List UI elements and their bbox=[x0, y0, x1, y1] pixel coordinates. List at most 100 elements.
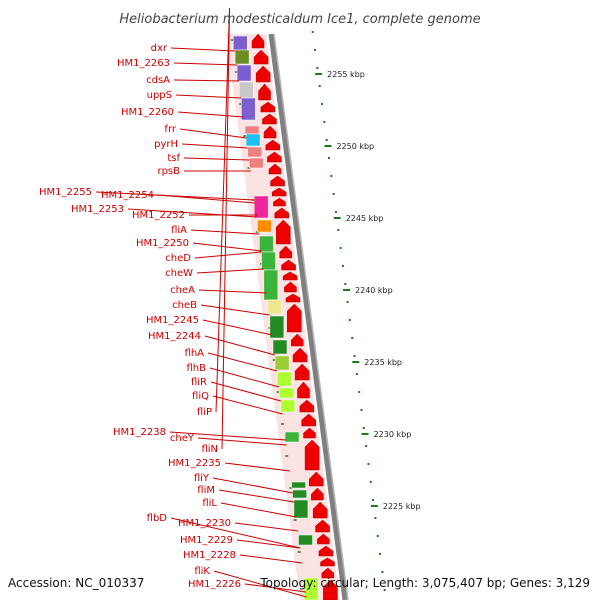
gene-label: cheA bbox=[170, 285, 195, 296]
gene-label: HM1_2228 bbox=[183, 550, 236, 561]
cog-color-box bbox=[291, 481, 306, 489]
gene-label: fliL bbox=[202, 498, 217, 509]
cog-color-box bbox=[233, 35, 248, 51]
gene-arrow bbox=[294, 363, 310, 381]
gene-label: flhA bbox=[185, 348, 205, 359]
cog-color-box bbox=[269, 315, 285, 339]
gene-arrow bbox=[258, 83, 271, 101]
gene-arrow bbox=[301, 413, 316, 427]
cog-color-box bbox=[234, 49, 250, 65]
label-leader-line bbox=[177, 111, 244, 118]
label-leader-line bbox=[202, 319, 273, 336]
gene-arrow bbox=[265, 139, 281, 151]
label-leader-line bbox=[183, 157, 250, 161]
gene-label: flbD bbox=[147, 513, 168, 524]
label-leader-line bbox=[173, 62, 238, 66]
gene-label: cheD bbox=[165, 253, 191, 264]
cog-color-box bbox=[239, 81, 254, 99]
cog-color-box bbox=[257, 219, 272, 233]
label-leader-line bbox=[204, 335, 276, 356]
label-leader-line bbox=[220, 502, 297, 518]
label-leader-line bbox=[127, 208, 257, 218]
gene-label: HM1_2229 bbox=[180, 535, 233, 546]
cog-color-box bbox=[247, 146, 263, 158]
gene-label: fliQ bbox=[192, 391, 209, 402]
gene-arrow bbox=[299, 399, 315, 413]
gene-arrow bbox=[274, 207, 289, 219]
gene-arrow-layer bbox=[251, 33, 338, 600]
scale-tick-label: 2250 kbp bbox=[336, 142, 374, 151]
scale-tick-label: 2225 kbp bbox=[383, 502, 421, 511]
gene-arrow bbox=[253, 49, 269, 65]
gene-arrow bbox=[270, 175, 285, 187]
label-leader-line bbox=[244, 583, 306, 593]
gene-label: HM1_2253 bbox=[71, 204, 124, 215]
label-leader-line bbox=[197, 437, 287, 446]
cog-color-box bbox=[276, 371, 292, 387]
gene-label: HM1_2263 bbox=[117, 58, 170, 69]
gene-arrow bbox=[292, 347, 308, 363]
gene-arrow bbox=[320, 557, 335, 567]
scale-tick-label: 2245 kbp bbox=[346, 214, 384, 223]
label-leader-line bbox=[198, 289, 267, 294]
gene-arrow bbox=[287, 303, 302, 333]
label-leader-line bbox=[224, 462, 291, 472]
gene-label: HM1_2250 bbox=[136, 238, 189, 249]
gene-label: tsf bbox=[167, 153, 180, 164]
gene-label: HM1_2230 bbox=[178, 518, 231, 529]
scale-tick-label: 2240 kbp bbox=[355, 286, 393, 295]
cog-color-box bbox=[267, 299, 283, 315]
label-leader-line bbox=[218, 489, 295, 503]
gene-arrow bbox=[304, 439, 320, 471]
gene-arrow bbox=[260, 101, 276, 113]
gene-label: frr bbox=[164, 124, 176, 135]
gene-label: cdsA bbox=[146, 75, 170, 86]
gene-arrow bbox=[281, 259, 296, 271]
gene-arrow bbox=[284, 281, 297, 293]
genome-backbone-arc bbox=[268, 33, 348, 600]
cog-color-box bbox=[274, 355, 290, 371]
gene-arrow bbox=[303, 427, 316, 439]
cog-color-box bbox=[272, 339, 288, 355]
gene-label: HM1_2254 bbox=[101, 190, 154, 201]
gene-label: dxr bbox=[151, 43, 168, 54]
gene-label: rpsB bbox=[157, 166, 180, 177]
cog-color-box bbox=[261, 251, 276, 271]
cog-color-layer bbox=[233, 35, 319, 600]
gene-arrow bbox=[276, 219, 291, 245]
gene-label: fliP bbox=[197, 407, 212, 418]
label-leader-line bbox=[221, 7, 231, 450]
gene-arrow bbox=[263, 125, 277, 139]
gene-arrow bbox=[273, 197, 286, 207]
label-leader-line bbox=[170, 517, 301, 549]
gene-arrow bbox=[255, 65, 271, 83]
gene-label: flhB bbox=[187, 363, 207, 374]
gene-arrow bbox=[285, 293, 301, 303]
gene-label: uppS bbox=[147, 90, 172, 101]
label-leader-line bbox=[213, 570, 307, 598]
gene-label: HM1_2255 bbox=[39, 187, 92, 198]
gene-label: cheB bbox=[172, 300, 197, 311]
label-leader-line bbox=[239, 554, 303, 564]
gene-label: fliN bbox=[201, 444, 218, 455]
label-leader-layer bbox=[95, 7, 307, 598]
cog-color-box bbox=[236, 64, 252, 82]
label-leader-line bbox=[236, 539, 301, 549]
gene-label: fliY bbox=[194, 473, 210, 484]
gene-label: HM1_2252 bbox=[132, 210, 185, 221]
gene-arrow bbox=[262, 113, 277, 125]
gene-label: fliK bbox=[194, 566, 210, 577]
label-leader-line bbox=[170, 47, 236, 52]
scale-tick-label: 2235 kbp bbox=[364, 358, 402, 367]
cog-color-box bbox=[259, 235, 274, 253]
gene-label: fliM bbox=[197, 485, 215, 496]
gene-label: fliR bbox=[191, 377, 207, 388]
gene-arrow bbox=[290, 333, 304, 347]
cog-color-box bbox=[303, 577, 319, 600]
cog-color-box bbox=[248, 157, 264, 169]
gene-arrow bbox=[271, 187, 287, 197]
gene-arrow bbox=[297, 381, 310, 399]
scale-tick-label: 2230 kbp bbox=[374, 430, 412, 439]
